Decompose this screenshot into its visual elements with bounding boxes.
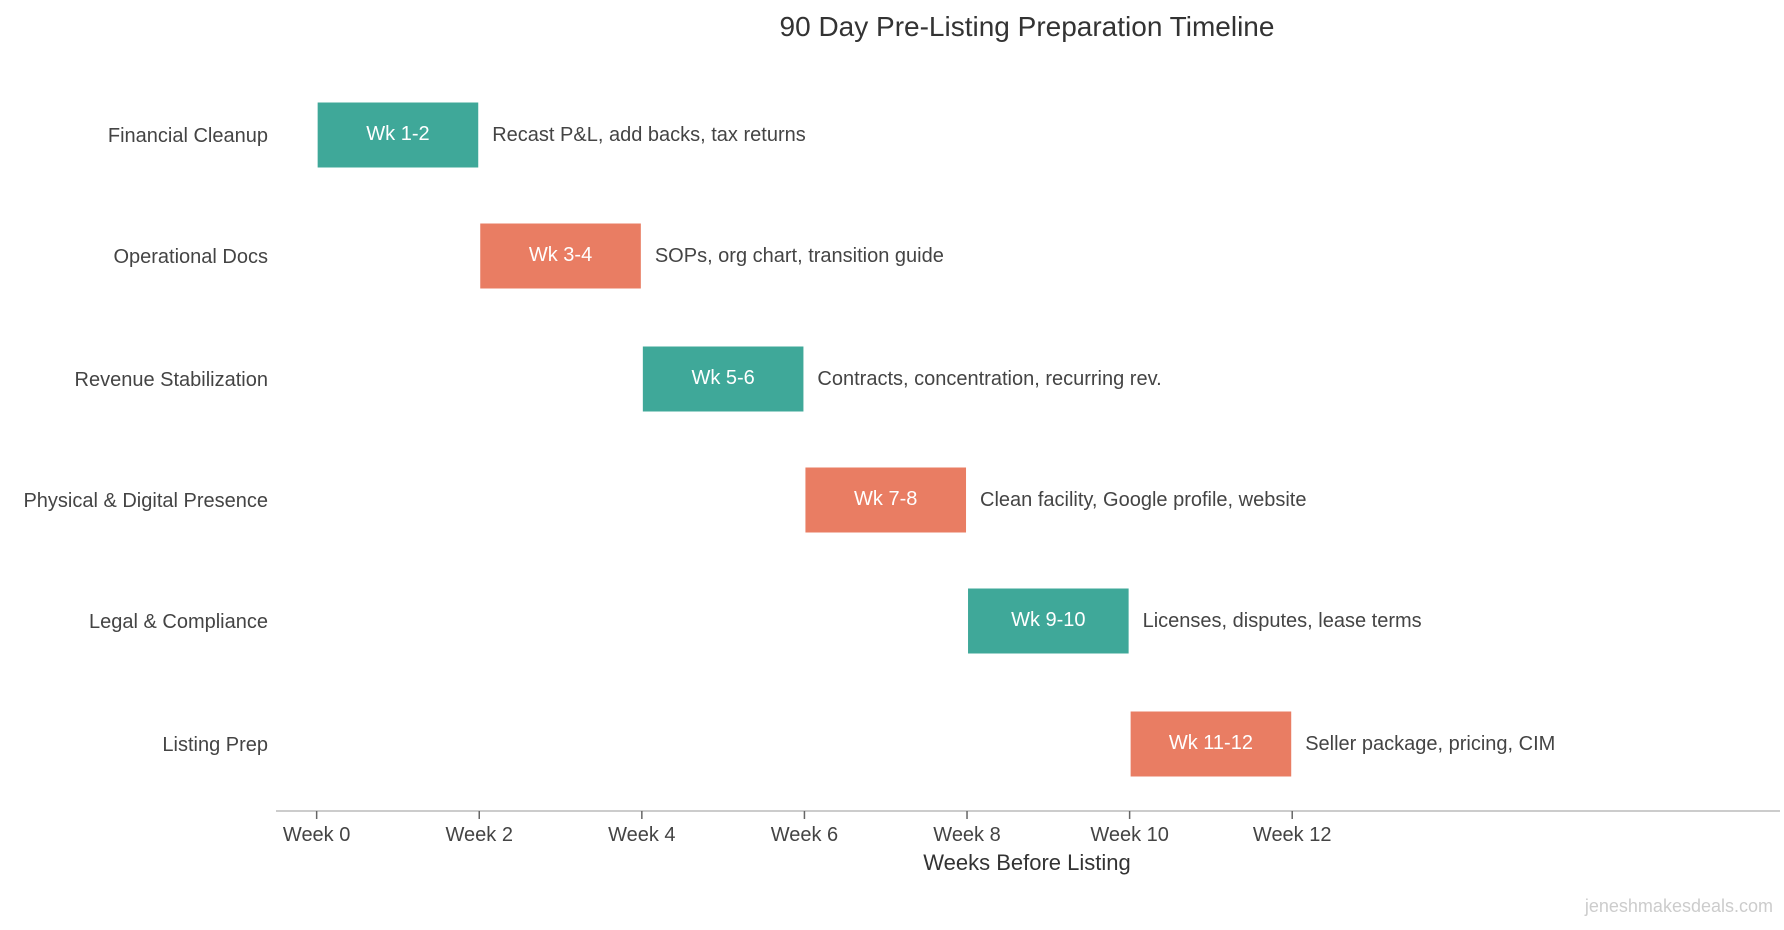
bar-note: Recast P&L, add backs, tax returns — [492, 124, 806, 146]
bar-label: Wk 7-8 — [854, 488, 917, 510]
task-bar — [805, 467, 967, 533]
y-tick-label: Listing Prep — [162, 734, 268, 756]
x-tick-label: Week 4 — [608, 824, 675, 846]
x-tick-label: Week 6 — [771, 824, 838, 846]
task-bar — [642, 346, 804, 412]
task-bar — [317, 102, 479, 168]
y-tick-label: Physical & Digital Presence — [23, 490, 268, 512]
x-tick-label: Week 10 — [1090, 824, 1169, 846]
bar-note: SOPs, org chart, transition guide — [655, 245, 944, 267]
x-tick-label: Week 8 — [933, 824, 1000, 846]
y-tick-label: Operational Docs — [113, 246, 268, 268]
y-tick-label: Legal & Compliance — [89, 611, 268, 633]
y-tick-label: Financial Cleanup — [108, 125, 268, 147]
bar-label: Wk 11-12 — [1169, 732, 1253, 754]
task-bar — [480, 223, 641, 289]
bar-note: Seller package, pricing, CIM — [1305, 733, 1555, 755]
bar-note: Contracts, concentration, recurring rev. — [817, 368, 1161, 390]
bar-note: Clean facility, Google profile, website — [980, 489, 1306, 511]
bar-note: Licenses, disputes, lease terms — [1143, 610, 1422, 632]
x-tick-label: Week 12 — [1253, 824, 1332, 846]
bar-label: Wk 9-10 — [1011, 609, 1085, 631]
y-tick-label: Revenue Stabilization — [75, 369, 268, 391]
bar-label: Wk 5-6 — [691, 367, 754, 389]
x-tick-label: Week 2 — [446, 824, 513, 846]
x-tick-label: Week 0 — [283, 824, 350, 846]
bar-label: Wk 1-2 — [366, 123, 429, 145]
chart-title: 90 Day Pre-Listing Preparation Timeline — [780, 11, 1275, 42]
task-bar — [1130, 711, 1292, 777]
x-axis-label: Weeks Before Listing — [923, 850, 1130, 875]
bar-label: Wk 3-4 — [529, 244, 592, 266]
task-bar — [968, 588, 1129, 654]
watermark: jeneshmakesdeals.com — [1584, 896, 1773, 916]
